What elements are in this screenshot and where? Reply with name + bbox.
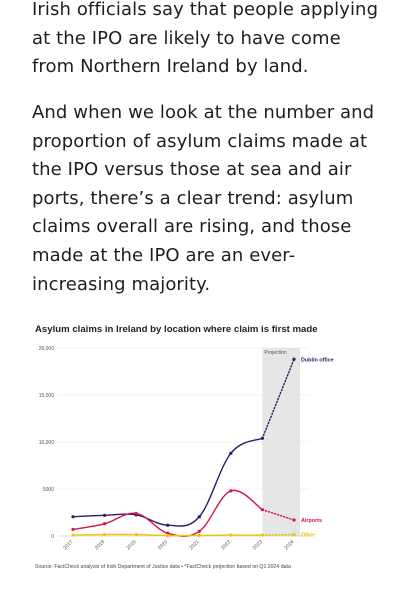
series-line — [72, 437, 263, 527]
data-point — [102, 513, 107, 517]
data-point — [71, 515, 75, 519]
data-point — [197, 529, 201, 533]
y-tick-label: 0 — [51, 534, 54, 540]
data-point — [134, 532, 138, 537]
article-paragraph-2: And when we look at the number and propo… — [32, 102, 375, 295]
data-point — [292, 518, 296, 522]
data-point — [229, 533, 233, 537]
data-point — [166, 523, 170, 527]
x-tick-label: 2022 — [220, 539, 232, 551]
series-label: Airports — [301, 518, 322, 524]
chart-source: Source: FactCheck analysis of Irish Depa… — [35, 564, 291, 570]
data-point — [102, 522, 107, 526]
series-line — [72, 489, 263, 537]
projection-label: Projection — [264, 350, 286, 356]
data-point — [292, 357, 296, 361]
x-tick-label: 2021 — [189, 539, 201, 551]
data-point — [260, 436, 265, 440]
data-point — [166, 531, 170, 535]
y-tick-label: 5000 — [43, 487, 54, 493]
data-point — [292, 532, 296, 537]
projection-line — [261, 358, 295, 439]
y-tick-label: 15,000 — [39, 393, 55, 399]
data-point — [134, 511, 138, 516]
x-tick-label: 2017 — [62, 539, 74, 551]
x-tick-label: 2023 — [252, 539, 264, 551]
data-point — [197, 533, 201, 538]
x-tick-label: 2019 — [125, 539, 137, 551]
data-point — [229, 489, 233, 493]
data-point — [229, 451, 233, 455]
projection-line — [261, 508, 295, 521]
series-label: Dublin office — [301, 357, 334, 363]
y-tick-label: 20,000 — [39, 346, 55, 352]
article-paragraph-1: Irish officials say that people applying… — [32, 0, 379, 78]
line-chart: Projection 0 5000 10,000 15,000 20,000 2017 201… — [39, 346, 334, 551]
data-point — [71, 533, 75, 537]
series-label: Other — [301, 533, 316, 539]
x-tick-label: 2024 — [283, 539, 295, 551]
data-point — [166, 533, 170, 538]
data-point — [102, 532, 107, 537]
data-point — [197, 515, 201, 519]
data-point — [260, 508, 265, 512]
x-tick-label: 2020 — [157, 539, 169, 551]
data-point — [260, 533, 265, 537]
x-tick-label: 2018 — [94, 539, 106, 551]
chart-title: Asylum claims in Ireland by location whe… — [35, 324, 318, 335]
y-tick-label: 10,000 — [39, 440, 55, 446]
data-point — [71, 527, 75, 532]
